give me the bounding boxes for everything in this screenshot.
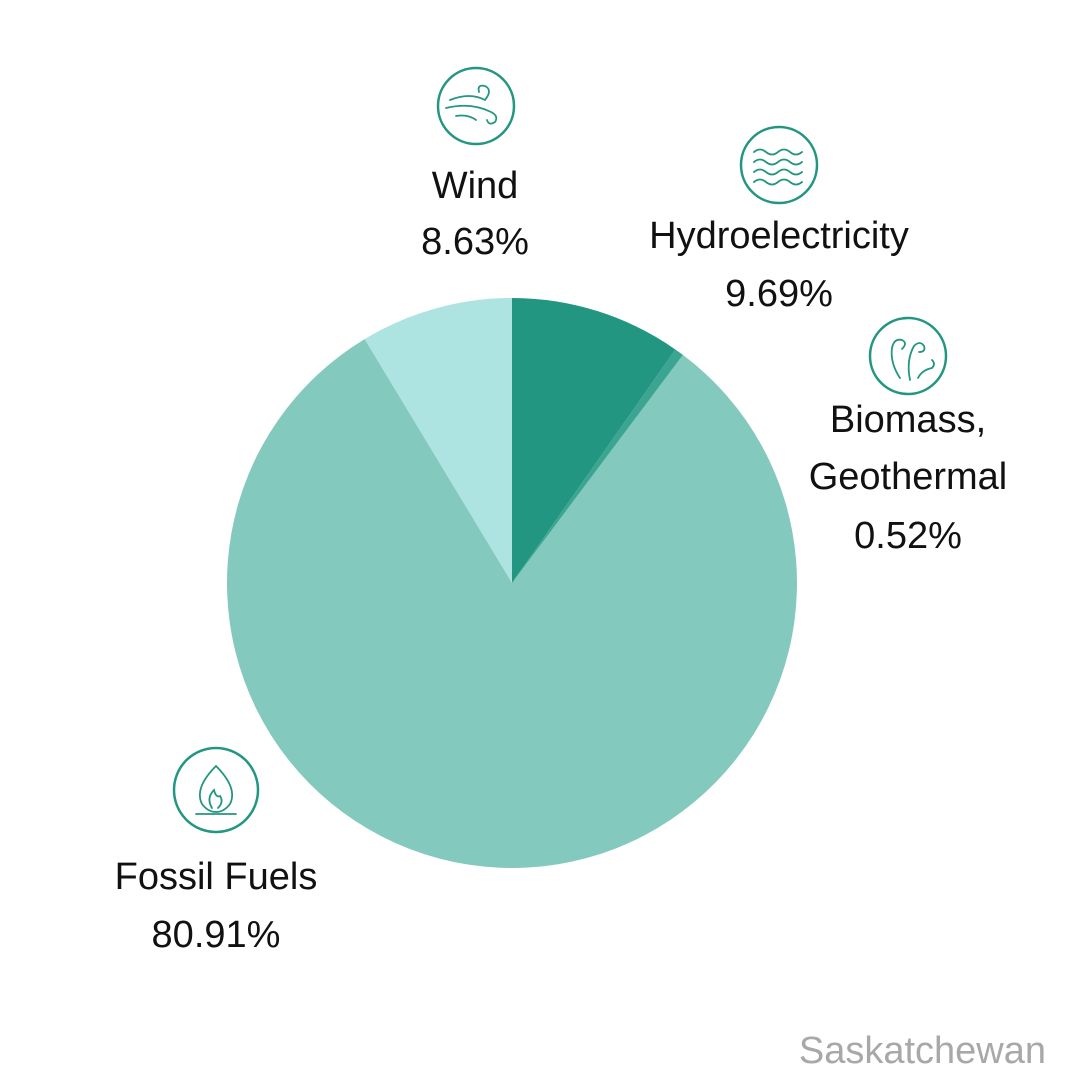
slice-name: Wind: [431, 165, 519, 207]
pie-slice: [512, 298, 676, 583]
biomass-icon: [868, 316, 948, 396]
pie-slice: [227, 339, 797, 868]
slice-value: 80.91%: [151, 914, 281, 956]
fossil-icon: [172, 746, 260, 834]
caption: Saskatchewan: [798, 1030, 1046, 1072]
pie-slice: [512, 349, 683, 583]
slice-value: 8.63%: [421, 221, 529, 263]
slice-value: 0.52%: [854, 515, 962, 557]
slice-name: Fossil Fuels: [114, 856, 318, 898]
slice-value: 9.69%: [725, 273, 833, 315]
slice-name: Biomass, Geothermal: [808, 399, 1008, 498]
hydro-icon: [739, 125, 819, 205]
wind-icon: [436, 66, 516, 146]
pie-slice: [364, 298, 512, 583]
slice-name: Hydroelectricity: [649, 215, 909, 257]
